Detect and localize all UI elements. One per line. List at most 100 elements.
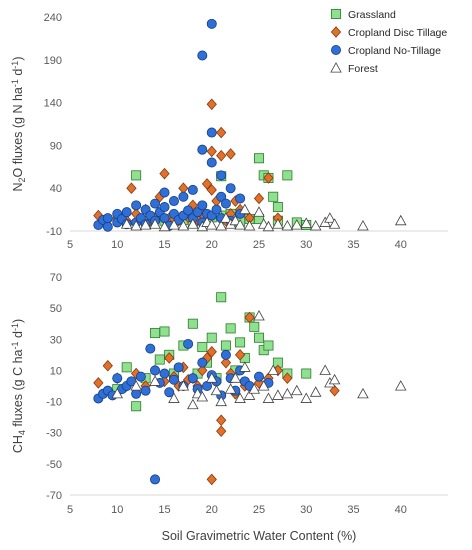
point-cropland-no-tillage <box>131 200 142 211</box>
point-forest <box>215 395 227 407</box>
legend-marker-grassland <box>330 8 341 19</box>
y-tick-label: -10 <box>46 226 62 238</box>
point-cropland-no-tillage <box>150 474 161 485</box>
point-cropland-no-tillage <box>187 184 198 195</box>
y-tick-label: 190 <box>44 55 62 67</box>
point-cropland-disc-tillage <box>206 345 217 358</box>
point-cropland-disc-tillage <box>234 349 246 361</box>
point-cropland-disc-tillage <box>216 425 227 437</box>
point-cropland-no-tillage <box>216 191 227 202</box>
point-forest <box>328 218 341 229</box>
point-cropland-disc-tillage <box>216 149 227 162</box>
point-grassland <box>301 368 312 379</box>
point-forest <box>281 219 294 231</box>
point-cropland-no-tillage <box>220 198 231 209</box>
x-tick-label: 5 <box>67 504 73 516</box>
point-cropland-no-tillage <box>197 357 208 368</box>
point-cropland-disc-tillage <box>206 98 217 111</box>
point-forest <box>177 380 190 391</box>
point-forest <box>357 219 369 231</box>
point-forest <box>319 364 331 375</box>
point-cropland-no-tillage <box>150 365 161 376</box>
point-cropland-no-tillage <box>168 374 179 385</box>
point-cropland-no-tillage <box>202 380 213 391</box>
point-forest <box>248 383 261 394</box>
point-grassland <box>154 354 165 365</box>
point-cropland-no-tillage <box>183 205 194 216</box>
point-forest <box>309 219 322 231</box>
point-cropland-no-tillage <box>168 196 179 207</box>
x-tick-label: 40 <box>395 504 407 516</box>
x-tick-label: 15 <box>158 239 170 251</box>
point-forest <box>158 220 171 232</box>
point-cropland-disc-tillage <box>282 372 293 385</box>
point-forest <box>215 219 227 231</box>
point-forest <box>272 389 284 400</box>
legend-label-forest: Forest <box>348 63 378 75</box>
point-forest <box>262 392 275 403</box>
y-tick-label: -10 <box>46 397 62 409</box>
point-grassland <box>253 332 264 343</box>
x-tick-label: 10 <box>111 239 123 251</box>
point-forest <box>187 398 199 410</box>
y-tick-label: -70 <box>46 490 62 502</box>
point-grassland <box>131 170 142 181</box>
y-tick-label: 40 <box>50 183 62 195</box>
point-forest <box>262 220 275 232</box>
chart-top: -10 40 90 140 190 240 5 10 15 20 25 30 35 40 Grassland… <box>44 8 448 251</box>
x-tick-label: 30 <box>300 239 312 251</box>
point-cropland-disc-tillage <box>253 192 265 205</box>
point-grassland <box>235 337 246 348</box>
point-forest <box>357 387 369 399</box>
x-tick-label: 25 <box>253 239 265 251</box>
point-cropland-disc-tillage <box>197 364 208 377</box>
point-cropland-no-tillage <box>206 18 217 29</box>
point-forest <box>324 212 336 223</box>
point-cropland-disc-tillage <box>220 356 232 369</box>
x-tick-label: 40 <box>395 239 407 251</box>
point-cropland-disc-tillage <box>263 172 274 184</box>
point-cropland-no-tillage <box>159 368 170 379</box>
legend-marker-forest <box>330 62 342 73</box>
point-cropland-no-tillage <box>211 204 222 215</box>
point-forest <box>272 218 284 229</box>
point-cropland-no-tillage <box>206 157 217 168</box>
point-cropland-no-tillage <box>253 371 264 382</box>
y-tick-label: 50 <box>50 303 62 315</box>
point-forest <box>239 361 251 372</box>
point-forest <box>111 387 124 399</box>
y-tick-label: 90 <box>50 140 62 152</box>
chart-bottom: -70 -50 -30 -10 10 30 50 70 5 10 15 20 25 30 35 40 Soil … <box>46 272 448 543</box>
point-forest <box>168 219 180 230</box>
y-axis-label-bottom: CH4 fluxes (g C ha-1 d-1) <box>10 319 27 453</box>
y-axis-label-top: N2O fluxes (g N ha-1 d-1) <box>10 56 27 191</box>
point-grassland <box>220 340 231 351</box>
point-forest <box>267 364 279 375</box>
point-cropland-disc-tillage <box>201 178 213 190</box>
point-forest <box>220 212 232 223</box>
point-cropland-no-tillage <box>135 371 146 382</box>
series-cropland-no-tillage <box>93 18 246 232</box>
point-forest <box>234 392 246 403</box>
point-cropland-disc-tillage <box>164 352 175 364</box>
point-forest <box>205 219 218 230</box>
point-forest <box>139 219 152 230</box>
point-forest <box>120 218 133 229</box>
y-tick-label: 240 <box>44 12 62 24</box>
x-tick-label: 35 <box>347 504 359 516</box>
point-grassland <box>225 323 236 334</box>
point-forest <box>229 214 242 226</box>
point-cropland-disc-tillage <box>329 384 340 397</box>
point-grassland <box>121 362 132 373</box>
point-forest <box>291 384 303 396</box>
x-tick-label: 5 <box>67 239 73 251</box>
point-grassland <box>268 191 279 202</box>
point-grassland <box>282 170 293 181</box>
x-tick-label: 15 <box>158 504 170 516</box>
point-cropland-no-tillage <box>197 50 208 61</box>
point-cropland-no-tillage <box>159 187 170 198</box>
point-cropland-no-tillage <box>220 349 231 360</box>
legend-label-grassland: Grassland <box>348 9 396 21</box>
point-forest <box>130 380 142 391</box>
